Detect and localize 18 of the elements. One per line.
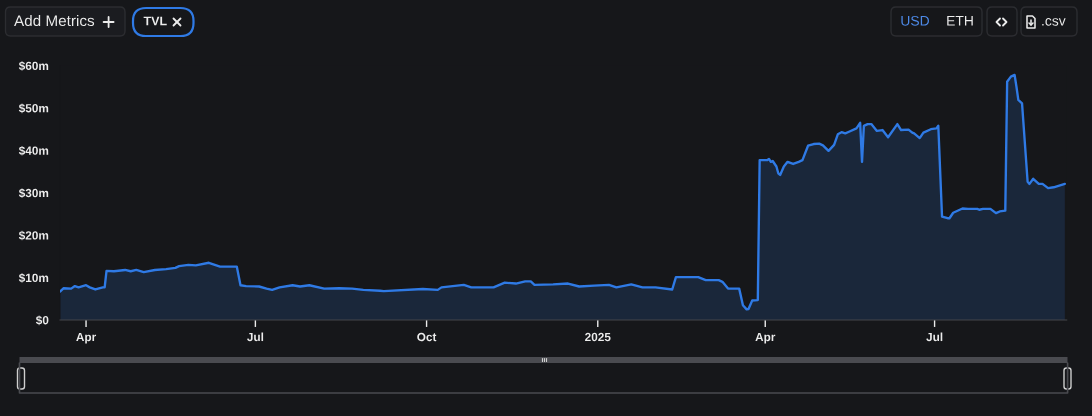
y-tick-label: $60m [18,61,49,71]
y-tick-label: $30m [18,188,49,198]
y-tick-label: $0 [35,315,49,326]
x-tick-label: Apr [76,332,97,344]
y-tick-label: $50m [18,103,49,114]
text: USD [901,15,929,26]
text: ETH [947,16,973,26]
y-tick-label: $20m [18,230,49,241]
text: Add Metrics [14,14,95,27]
y-tick-label: $40m [18,145,49,156]
x-tick-label: Apr [755,332,776,344]
x-tick-label: 2025 [585,332,611,342]
text: TVL [143,16,167,26]
x-tick-label: Jul [247,332,264,342]
x-tick-label: Jul [926,332,943,342]
x-tick-label: Oct [417,332,437,342]
text: .csv [1042,18,1066,26]
y-tick-label: $10m [18,273,49,283]
